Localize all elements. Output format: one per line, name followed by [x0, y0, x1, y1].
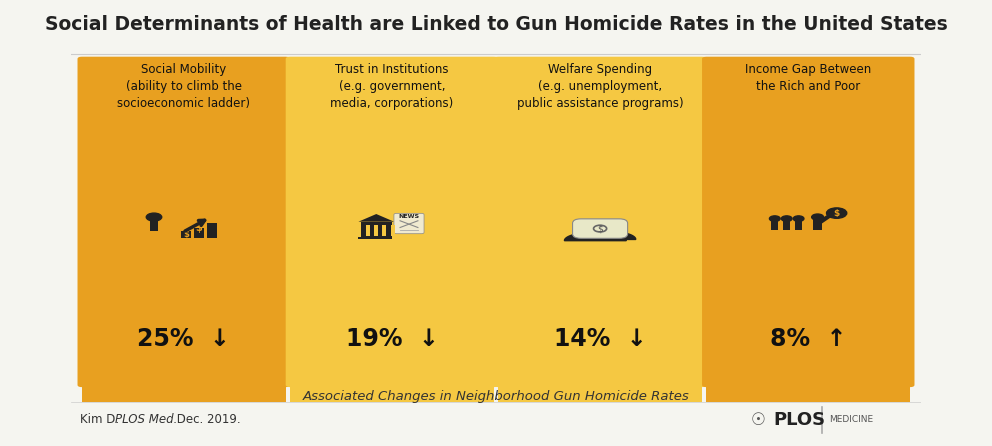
FancyBboxPatch shape [702, 57, 915, 387]
Polygon shape [358, 214, 394, 222]
Bar [374, 225, 378, 236]
Text: Associated Changes in Neighborhood Gun Homicide Rates: Associated Changes in Neighborhood Gun H… [303, 390, 689, 403]
Text: ☉: ☉ [751, 411, 766, 429]
Circle shape [770, 216, 780, 221]
Text: $: $ [183, 231, 188, 240]
Circle shape [782, 216, 792, 221]
Bar [391, 225, 395, 236]
Polygon shape [574, 231, 636, 240]
Text: 14%  ↓: 14% ↓ [554, 327, 647, 351]
Text: $: $ [195, 223, 202, 233]
Text: Welfare Spending
(e.g. unemployment,
public assistance programs): Welfare Spending (e.g. unemployment, pub… [517, 63, 683, 110]
Text: Dec. 2019.: Dec. 2019. [174, 413, 241, 426]
Text: Income Gap Between
the Rich and Poor: Income Gap Between the Rich and Poor [745, 63, 871, 93]
Text: 25%  ↓: 25% ↓ [137, 327, 230, 351]
Bar [358, 237, 392, 240]
Text: NEWS: NEWS [399, 214, 420, 219]
Circle shape [794, 216, 804, 221]
Bar [150, 219, 158, 231]
Circle shape [146, 213, 162, 221]
FancyBboxPatch shape [394, 213, 424, 234]
Text: Trust in Institutions
(e.g. government,
media, corporations): Trust in Institutions (e.g. government, … [330, 63, 453, 110]
Text: $: $ [597, 224, 603, 233]
Bar [771, 219, 779, 230]
Bar [193, 228, 204, 238]
Bar [382, 225, 387, 236]
Text: PLOS Med.: PLOS Med. [115, 413, 178, 426]
Bar [366, 225, 370, 236]
Circle shape [826, 208, 847, 218]
Text: Kim D.: Kim D. [79, 413, 123, 426]
Text: Social Mobility
(ability to climb the
socioeconomic ladder): Social Mobility (ability to climb the so… [117, 63, 250, 110]
Bar [783, 219, 791, 230]
Text: $: $ [833, 209, 840, 218]
Polygon shape [564, 232, 626, 241]
FancyBboxPatch shape [77, 57, 290, 387]
Text: Social Determinants of Health are Linked to Gun Homicide Rates in the United Sta: Social Determinants of Health are Linked… [45, 15, 947, 34]
Bar [207, 223, 217, 238]
Text: 8%  ↑: 8% ↑ [770, 327, 846, 351]
Bar [290, 386, 494, 402]
Bar [795, 219, 803, 230]
Bar [181, 231, 190, 238]
Text: MEDICINE: MEDICINE [829, 416, 873, 425]
Bar [81, 386, 286, 402]
Bar [498, 386, 702, 402]
Bar [706, 386, 911, 402]
Text: PLOS: PLOS [773, 411, 825, 429]
FancyBboxPatch shape [494, 57, 706, 387]
Bar [813, 218, 821, 230]
FancyBboxPatch shape [572, 219, 628, 238]
FancyBboxPatch shape [286, 57, 498, 387]
Circle shape [811, 214, 823, 220]
Bar [361, 222, 392, 238]
Text: 19%  ↓: 19% ↓ [345, 327, 438, 351]
